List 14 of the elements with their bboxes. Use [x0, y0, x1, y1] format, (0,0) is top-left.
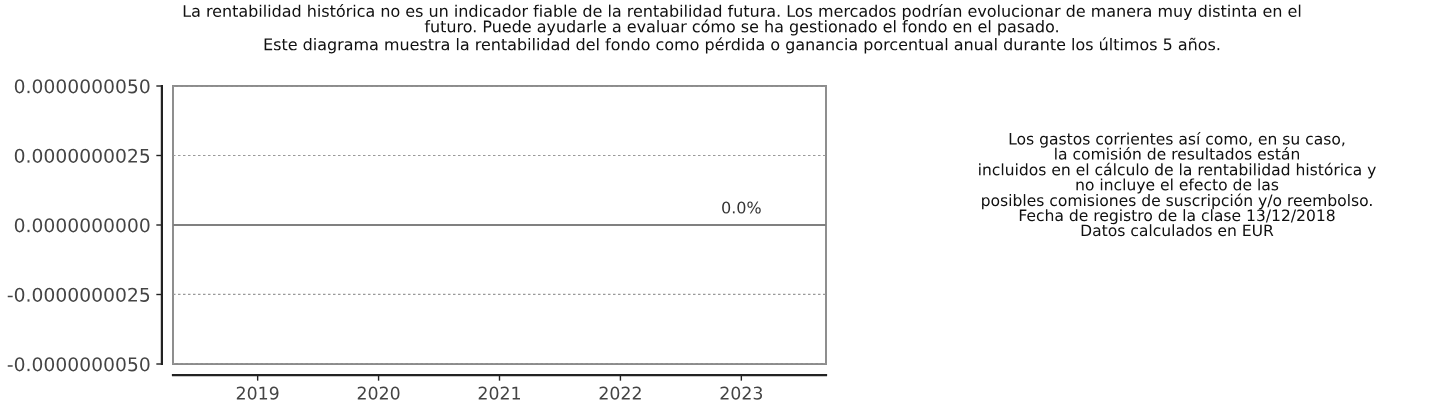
y-tick-label: 0.0000000050: [14, 79, 150, 94]
chart-subtitle: Este diagrama muestra la rentabilidad del fondo como pérdida o ganancia porcentual anual durante los últimos 5 años.: [264, 37, 1220, 54]
chart-title: La rentabilidad histórica no es un indicador fiable de la rentabilidad futura. Los mercados podrían evolucionar de manera muy distinta en el futuro. Puede ayudarle a evaluar cómo se ha gestionado el fondo en el pasado.: [183, 4, 1301, 36]
text: Los gastos corrientes así como, en su caso, la comisión de resultados están incluidos en el cálculo de la rentabilidad histórica y no incluye el efecto de las posibles comisiones de suscripción y/o reembolso. Fecha de registro de la clase 13/12/2018 Datos calculados en EUR: [979, 132, 1376, 237]
x-tick-label: 2022: [599, 386, 641, 400]
x-tick-label: 2021: [478, 386, 520, 400]
y-tick-label: 0.0000000025: [14, 148, 150, 163]
x-tick-label: 2020: [357, 386, 400, 400]
x-tick-label: 2023: [720, 386, 763, 400]
data-label: 0.0%: [722, 201, 761, 214]
x-tick-label: 2019: [236, 386, 279, 400]
y-tick-label: 0.0000000000: [14, 218, 150, 233]
y-tick-label: -0.0000000025: [7, 287, 150, 302]
y-tick-label: -0.0000000050: [7, 357, 150, 372]
